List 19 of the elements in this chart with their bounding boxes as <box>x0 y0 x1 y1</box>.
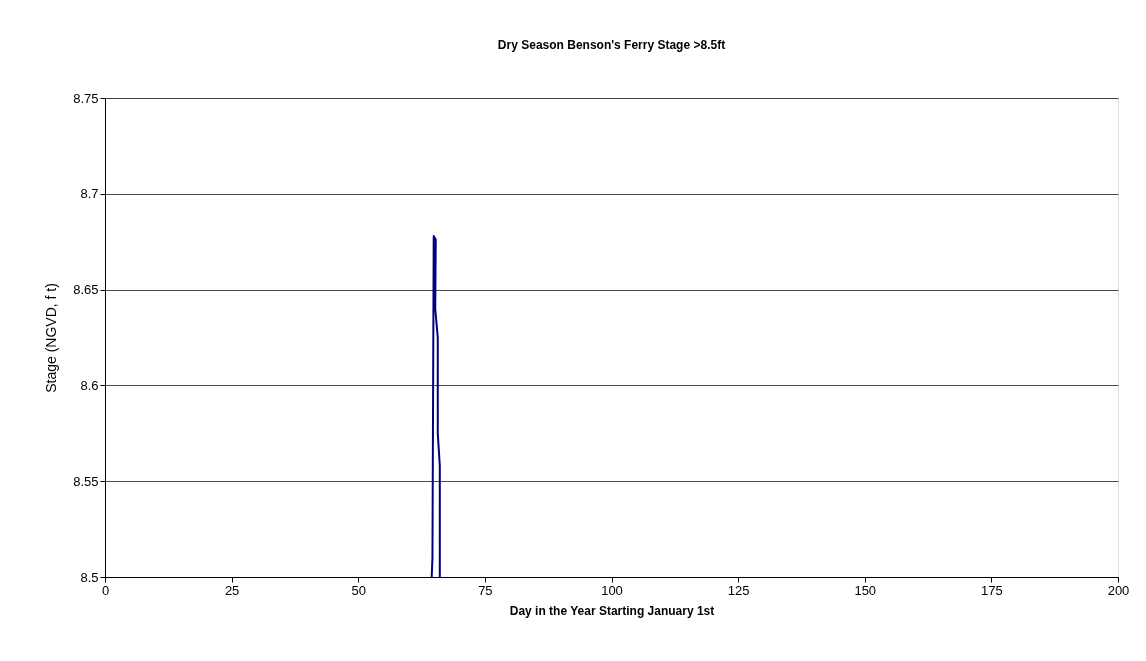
y-tick-label: 8.6 <box>80 377 99 393</box>
y-tick-label: 8.7 <box>80 186 99 202</box>
x-tick-label: 75 <box>478 582 493 598</box>
y-tick-label: 8.5 <box>80 569 99 585</box>
x-tick-label: 150 <box>854 582 877 598</box>
x-tick-label: 25 <box>224 582 240 598</box>
y-tick-label: 8.75 <box>73 90 99 106</box>
x-tick-label: 125 <box>727 582 750 598</box>
y-axis-title: Stage (NGVD, f t) <box>43 283 60 393</box>
chart-title: Dry Season Benson's Ferry Stage >8.5ft <box>497 38 726 52</box>
x-tick-label: 100 <box>601 582 623 598</box>
line-series <box>430 234 441 578</box>
x-tick-label: 50 <box>351 582 366 598</box>
x-axis-title: Day in the Year Starting January 1st <box>509 603 715 618</box>
x-tick-label: 175 <box>981 582 1003 598</box>
y-tick-label: 8.65 <box>73 282 99 298</box>
x-tick-label: 200 <box>1107 582 1130 598</box>
y-tick-label: 8.55 <box>73 473 99 489</box>
x-tick-label: 0 <box>101 582 110 598</box>
